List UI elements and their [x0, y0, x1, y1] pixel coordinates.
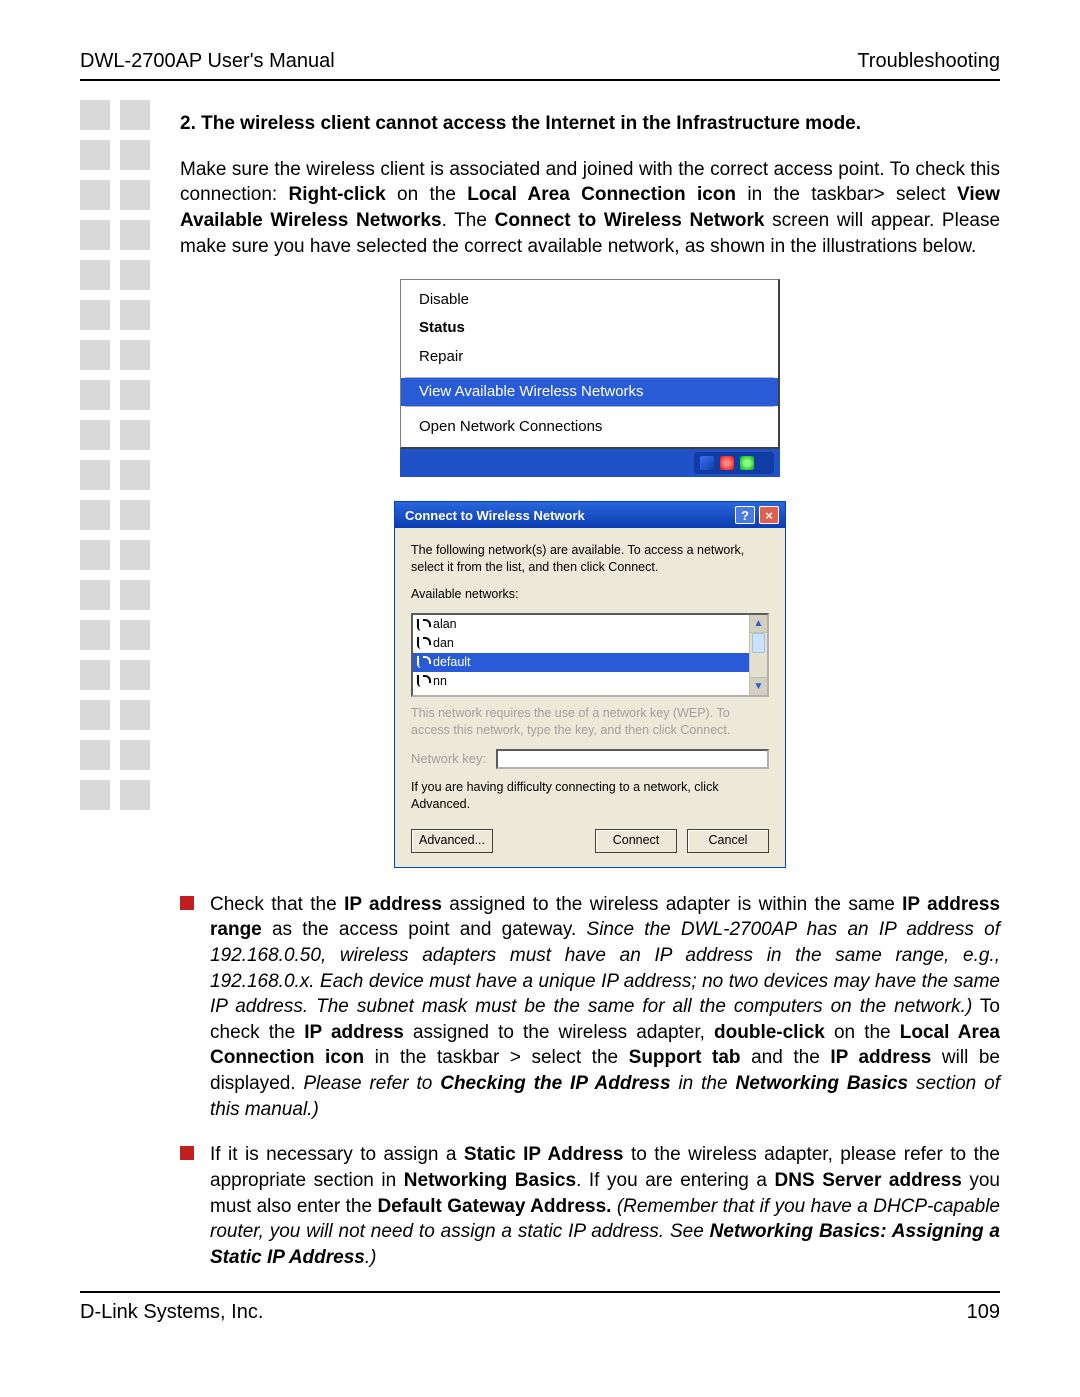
connect-button[interactable]: Connect: [595, 829, 677, 853]
available-networks-label: Available networks:: [411, 586, 769, 603]
context-menu-figure: DisableStatusRepair View Available Wirel…: [400, 279, 780, 477]
network-key-label: Network key:: [411, 750, 486, 768]
bullet-text: Check that the IP address assigned to th…: [210, 892, 1000, 1123]
bullet-list: Check that the IP address assigned to th…: [180, 892, 1000, 1271]
footer-left: D-Link Systems, Inc.: [80, 1301, 263, 1324]
dialog-title: Connect to Wireless Network: [405, 507, 585, 525]
intro-paragraph: Make sure the wireless client is associa…: [180, 157, 1000, 260]
scroll-down[interactable]: ▼: [750, 677, 767, 695]
header-left: DWL-2700AP User's Manual: [80, 50, 335, 73]
antenna-icon: [417, 656, 427, 668]
scroll-thumb[interactable]: [752, 633, 765, 653]
menu-item-repair[interactable]: Repair: [401, 343, 778, 371]
dialog-body-text: The following network(s) are available. …: [411, 542, 769, 576]
header-right: Troubleshooting: [857, 50, 1000, 73]
advanced-help-text: If you are having difficulty connecting …: [411, 779, 769, 813]
advanced-button[interactable]: Advanced...: [411, 829, 493, 853]
close-button[interactable]: ×: [759, 506, 779, 524]
network-row[interactable]: dan: [413, 634, 749, 653]
menu-item-view-networks[interactable]: View Available Wireless Networks: [401, 378, 778, 406]
scroll-up[interactable]: ▲: [750, 615, 767, 633]
tray-icon-red[interactable]: [720, 456, 734, 470]
antenna-icon: [417, 619, 427, 631]
bullet-square-icon: [180, 896, 194, 910]
system-tray: [694, 452, 774, 474]
network-row[interactable]: nn: [413, 672, 749, 691]
connect-dialog-figure: Connect to Wireless Network ? × The foll…: [394, 501, 786, 867]
network-row[interactable]: default: [413, 653, 749, 672]
bullet-text: If it is necessary to assign a Static IP…: [210, 1142, 1000, 1270]
taskbar: [400, 449, 780, 477]
menu-item-open-connections[interactable]: Open Network Connections: [401, 413, 778, 441]
antenna-icon: [417, 675, 427, 687]
footer-page-number: 109: [967, 1301, 1000, 1324]
section-heading: 2. The wireless client cannot access the…: [180, 111, 1000, 137]
bullet-square-icon: [180, 1146, 194, 1160]
menu-item-disable[interactable]: Disable: [401, 286, 778, 314]
network-row[interactable]: alan: [413, 615, 749, 634]
antenna-icon: [417, 637, 427, 649]
menu-item-status[interactable]: Status: [401, 314, 778, 342]
decorative-squares: [80, 100, 150, 810]
network-icon[interactable]: [700, 456, 714, 470]
wep-note: This network requires the use of a netwo…: [411, 705, 769, 739]
network-key-input[interactable]: [496, 749, 769, 769]
scrollbar[interactable]: ▲ ▼: [749, 615, 767, 695]
networks-listbox[interactable]: alandandefaultnn ▲ ▼: [411, 613, 769, 697]
help-button[interactable]: ?: [735, 506, 755, 524]
cancel-button[interactable]: Cancel: [687, 829, 769, 853]
tray-icon-green[interactable]: [740, 456, 754, 470]
